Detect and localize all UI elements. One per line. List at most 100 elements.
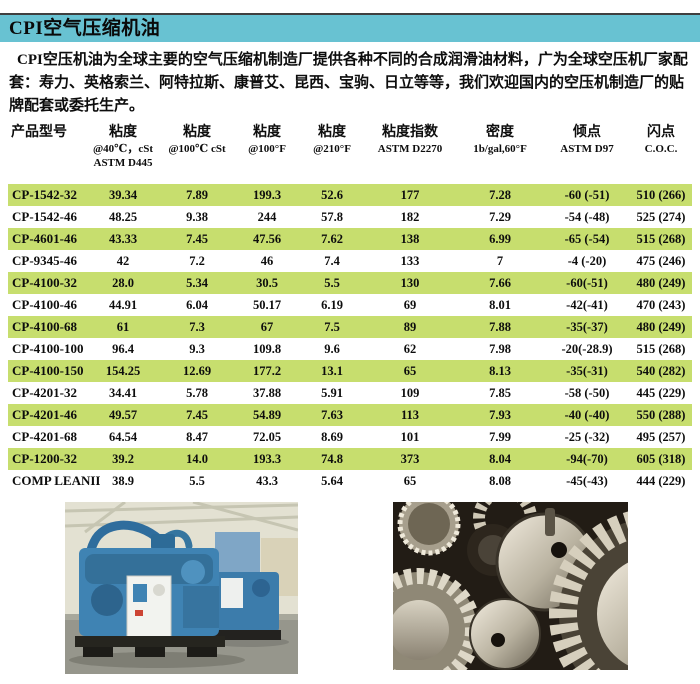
column-header-visc210f: 粘度 @210°F: [313, 125, 351, 155]
photo-row: [65, 502, 700, 674]
product-model-cell: COMP LEANII: [12, 473, 101, 488]
visc40-cell: 34.41: [108, 385, 138, 400]
table-row: CP-4201-46 49.57 7.45 54.89 7.63 113 7.9…: [8, 404, 692, 426]
product-model-cell: CP-9345-46: [12, 253, 77, 268]
table-row: CP-4601-46 43.33 7.45 47.56 7.62 138 6.9…: [8, 228, 692, 250]
visc100c-cell: 7.3: [189, 319, 205, 334]
product-model-cell: CP-4201-32: [12, 385, 77, 400]
cylinder: [469, 598, 541, 670]
spec-table-wrap: 产品型号 粘度 @40℃，cSt ASTM D445 粘度 @100℃ cSt …: [8, 122, 692, 492]
product-model-cell: CP-4100-100: [12, 341, 84, 356]
flash-point-cell: 540 (282): [636, 363, 686, 378]
gears-photo: [393, 502, 628, 670]
visc100c-cell: 14.0: [186, 451, 208, 466]
visc40-cell: 42: [116, 253, 130, 268]
flash-point-cell: 445 (229): [636, 385, 686, 400]
visc-index-cell: 65: [403, 363, 417, 378]
top-margin: [0, 0, 700, 13]
product-model-cell: CP-1542-32: [12, 187, 77, 202]
visc100f-cell: 54.89: [252, 407, 282, 422]
visc100c-cell: 12.69: [182, 363, 212, 378]
table-row: CP-1542-32 39.34 7.89 199.3 52.6 177 7.2…: [8, 184, 692, 206]
rear-compressor: [213, 572, 281, 640]
visc40-cell: 39.34: [108, 187, 138, 202]
flash-point-cell: 550 (288): [636, 407, 686, 422]
pour-point-cell: -45(-43): [566, 473, 608, 488]
visc100f-cell: 193.3: [252, 451, 282, 466]
pour-point-cell: -35(-31): [566, 363, 608, 378]
visc210f-cell: 7.5: [324, 319, 340, 334]
visc100f-cell: 50.17: [252, 297, 282, 312]
visc100c-cell: 9.3: [189, 341, 205, 356]
visc-index-cell: 177: [400, 187, 420, 202]
flash-point-cell: 480 (249): [636, 319, 686, 334]
visc210f-cell: 52.6: [321, 187, 343, 202]
visc100c-cell: 5.34: [186, 275, 208, 290]
density-cell: 7.66: [489, 275, 511, 290]
visc100c-cell: 9.38: [186, 209, 208, 224]
visc-index-cell: 138: [400, 231, 420, 246]
column-header-visc100f: 粘度 @100°F: [248, 125, 286, 155]
intro-paragraph: CPI空压机油为全球主要的空气压缩机制造厂提供各种不同的合成润滑油材料，广为全球…: [9, 52, 688, 114]
flash-point-cell: 444 (229): [636, 473, 686, 488]
visc100f-cell: 43.3: [256, 473, 278, 488]
visc40-cell: 64.54: [108, 429, 138, 444]
density-cell: 7: [496, 253, 504, 268]
column-header-label: 产品型号: [11, 125, 67, 140]
visc210f-cell: 5.64: [321, 473, 343, 488]
pin: [545, 508, 555, 536]
visc210f-cell: 9.6: [324, 341, 340, 356]
product-model-cell: CP-4100-68: [12, 319, 77, 334]
density-cell: 7.99: [489, 429, 511, 444]
product-model-cell: CP-4201-68: [12, 429, 77, 444]
flash-point-cell: 525 (274): [636, 209, 686, 224]
flash-point-cell: 495 (257): [636, 429, 686, 444]
visc210f-cell: 8.69: [321, 429, 343, 444]
pour-point-cell: -4 (-20): [567, 253, 607, 268]
visc40-cell: 49.57: [108, 407, 138, 422]
table-row: CP-4100-32 28.0 5.34 30.5 5.5 130 7.66 -…: [8, 272, 692, 294]
visc100c-cell: 7.45: [186, 407, 208, 422]
table-body: CP-1542-32 39.34 7.89 199.3 52.6 177 7.2…: [8, 184, 692, 492]
visc100f-cell: 199.3: [252, 187, 282, 202]
flash-point-cell: 510 (266): [636, 187, 686, 202]
visc100f-cell: 47.56: [252, 231, 282, 246]
pour-point-cell: -58 (-50): [564, 385, 610, 400]
visc100c-cell: 6.04: [186, 297, 208, 312]
visc100c-cell: 8.47: [186, 429, 208, 444]
visc100f-cell: 72.05: [252, 429, 282, 444]
visc210f-cell: 74.8: [321, 451, 343, 466]
product-model-cell: CP-4201-46: [12, 407, 77, 422]
density-cell: 7.28: [489, 187, 511, 202]
density-cell: 6.99: [489, 231, 511, 246]
visc-index-cell: 101: [400, 429, 420, 444]
table-row: CP-4201-32 34.41 5.78 37.88 5.91 109 7.8…: [8, 382, 692, 404]
visc100f-cell: 30.5: [256, 275, 278, 290]
table-row: CP-1200-32 39.2 14.0 193.3 74.8 373 8.04…: [8, 448, 692, 470]
table-row: CP-1542-46 48.25 9.38 244 57.8 182 7.29 …: [8, 206, 692, 228]
visc100f-cell: 244: [257, 209, 277, 224]
visc100f-cell: 109.8: [252, 341, 282, 356]
visc40-cell: 39.2: [112, 451, 134, 466]
column-header-density: 密度 1b/gal,60°F: [473, 125, 527, 155]
pour-point-cell: -20(-28.9): [561, 341, 613, 356]
flash-point-cell: 470 (243): [636, 297, 686, 312]
product-model-cell: CP-4100-46: [12, 297, 77, 312]
visc210f-cell: 13.1: [321, 363, 343, 378]
main-compressor: [75, 520, 225, 657]
flash-point-cell: 515 (268): [636, 341, 686, 356]
top-rule: [0, 13, 700, 15]
visc100c-cell: 7.2: [189, 253, 205, 268]
visc-index-cell: 62: [403, 341, 417, 356]
visc-index-cell: 109: [400, 385, 420, 400]
bearing-ring: [397, 502, 461, 556]
visc-index-cell: 113: [400, 407, 420, 422]
visc-index-cell: 89: [403, 319, 417, 334]
visc210f-cell: 57.8: [321, 209, 343, 224]
visc100c-cell: 7.45: [186, 231, 208, 246]
visc-index-cell: 182: [400, 209, 420, 224]
visc210f-cell: 5.5: [324, 275, 340, 290]
visc210f-cell: 6.19: [321, 297, 343, 312]
column-header-flash-point: 闪点 C.O.C.: [644, 125, 678, 155]
pour-point-cell: -40 (-40): [564, 407, 610, 422]
